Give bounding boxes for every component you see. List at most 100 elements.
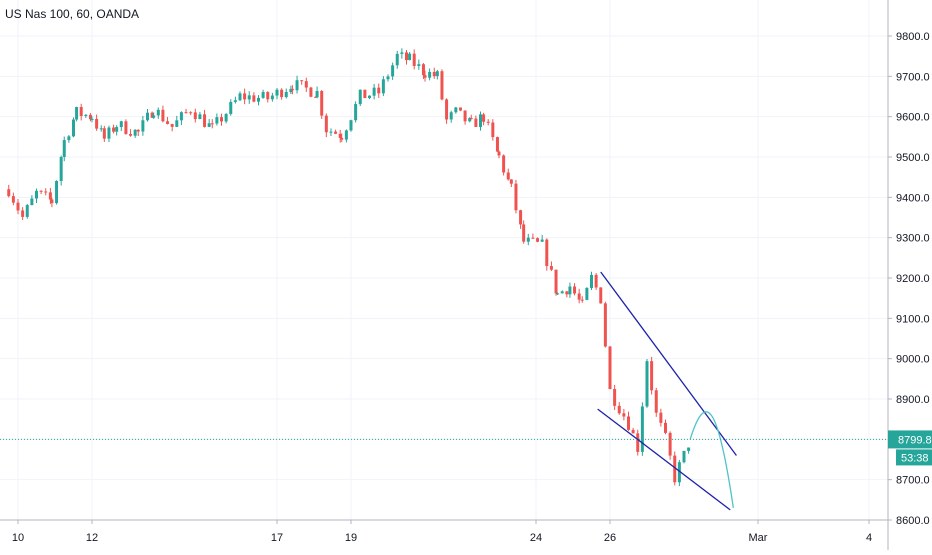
- candle-body: [664, 422, 667, 433]
- candle-body: [486, 121, 490, 123]
- candle-body: [21, 210, 25, 217]
- candle-body: [545, 239, 549, 267]
- candle-body: [252, 95, 256, 102]
- candle-body: [184, 112, 188, 114]
- candle-body: [315, 91, 319, 98]
- x-tick-label: 10: [12, 532, 24, 544]
- candle-body: [224, 114, 228, 122]
- candle-body: [549, 266, 553, 270]
- candle-body: [654, 390, 658, 413]
- x-tick-label: Mar: [749, 532, 768, 544]
- candle-body: [673, 455, 677, 483]
- candle-body: [599, 287, 603, 304]
- y-tick-label: 9300.0: [896, 233, 930, 245]
- candle-body: [463, 110, 467, 122]
- candle-body: [519, 210, 523, 225]
- candle-body: [300, 80, 304, 82]
- candle-body: [90, 118, 94, 120]
- candle-body: [170, 123, 174, 127]
- candle-body: [72, 119, 75, 137]
- candle-body: [514, 183, 518, 211]
- candle-body: [102, 128, 106, 139]
- candle-body: [526, 237, 530, 242]
- candle-body: [412, 53, 416, 66]
- candle-body: [577, 293, 581, 300]
- candle-body: [659, 412, 663, 423]
- candle-body: [522, 224, 526, 242]
- candle-body: [340, 137, 344, 140]
- candle-body: [243, 93, 247, 100]
- candle-body: [354, 104, 358, 121]
- candle-body: [358, 89, 362, 105]
- candle-body: [531, 237, 535, 239]
- candle-body: [289, 88, 293, 93]
- candle-body: [349, 120, 353, 131]
- y-tick-label: 9700.0: [896, 71, 930, 83]
- candle-body: [55, 180, 59, 204]
- candle-body: [189, 112, 193, 114]
- candle-body: [247, 95, 251, 100]
- candle-body: [495, 137, 499, 152]
- candle-body: [338, 133, 342, 138]
- y-tick-label: 9100.0: [896, 313, 930, 325]
- candle-body: [502, 155, 506, 173]
- candle-body: [329, 131, 333, 133]
- candle-body: [377, 87, 381, 94]
- candle-body: [136, 129, 140, 132]
- x-tick-label: 4: [866, 532, 872, 544]
- candle-body: [152, 115, 156, 118]
- candle-body: [585, 287, 589, 300]
- candle-body: [67, 136, 71, 141]
- candle-body: [372, 87, 376, 96]
- candle-body: [35, 190, 38, 199]
- candle-body: [210, 123, 214, 125]
- candle-body: [198, 114, 202, 120]
- candle-body: [682, 450, 686, 463]
- candle-body: [640, 406, 644, 452]
- candle-body: [161, 109, 165, 122]
- candle-body: [88, 114, 92, 120]
- candle-body: [497, 151, 501, 156]
- last-price-badge: [888, 430, 932, 449]
- candle-body: [320, 91, 324, 116]
- x-tick-label: 24: [530, 532, 542, 544]
- candle-body: [75, 107, 79, 120]
- last-price-label: 8799.8: [898, 434, 932, 446]
- candle-body: [540, 239, 544, 242]
- candle-body: [146, 112, 149, 121]
- candle-body: [573, 286, 577, 294]
- candle-body: [432, 71, 436, 77]
- candle-body: [79, 107, 83, 116]
- candle-body: [107, 127, 111, 139]
- candle-body: [650, 361, 654, 391]
- candle-body: [603, 303, 607, 347]
- candle-body: [314, 96, 318, 98]
- candle-body: [560, 291, 564, 294]
- x-tick-label: 17: [271, 532, 283, 544]
- candle-body: [309, 87, 313, 97]
- candle-body: [454, 107, 458, 113]
- channel-upper-line: [600, 271, 737, 456]
- y-tick-label: 8600.0: [896, 515, 930, 527]
- candle-body: [59, 156, 63, 181]
- candle-body: [115, 127, 119, 132]
- candle-body: [590, 274, 593, 288]
- candle-body: [482, 114, 486, 122]
- candle-body: [48, 192, 52, 200]
- candle-body: [25, 205, 29, 217]
- candle-body: [417, 64, 421, 66]
- candle-body: [423, 75, 427, 78]
- candle-body: [280, 89, 284, 98]
- candle-body: [435, 71, 439, 77]
- candle-body: [405, 52, 408, 61]
- candle-body: [284, 92, 288, 98]
- candle-body: [270, 95, 274, 100]
- y-tick-label: 9200.0: [896, 273, 930, 285]
- projection-curve: [689, 411, 734, 508]
- candle-body: [536, 238, 540, 242]
- candle-body: [207, 123, 211, 127]
